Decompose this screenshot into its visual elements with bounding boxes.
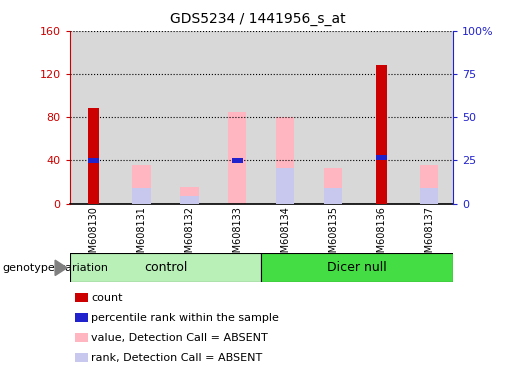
Bar [276, 117, 295, 204]
Bar [261, 31, 310, 204]
Bar [213, 31, 261, 204]
Bar [228, 112, 247, 204]
Bar [180, 187, 199, 204]
Text: value, Detection Call = ABSENT: value, Detection Call = ABSENT [91, 333, 268, 343]
Bar [420, 189, 438, 204]
Bar [70, 31, 117, 204]
Bar [132, 189, 150, 204]
Bar [310, 31, 357, 204]
Bar [276, 168, 295, 204]
Bar [376, 155, 387, 159]
Bar [88, 109, 99, 204]
Bar [70, 253, 261, 282]
Bar [324, 168, 342, 204]
Bar [261, 253, 453, 282]
Bar [420, 165, 438, 204]
Bar [232, 158, 243, 163]
Bar [376, 65, 387, 204]
Bar [117, 31, 165, 204]
Text: control: control [144, 262, 187, 274]
Bar [405, 31, 453, 204]
Bar [357, 31, 405, 204]
Bar [180, 196, 199, 204]
Polygon shape [55, 260, 67, 276]
Text: GDS5234 / 1441956_s_at: GDS5234 / 1441956_s_at [169, 12, 346, 25]
Bar [165, 31, 213, 204]
Bar [324, 189, 342, 204]
Text: percentile rank within the sample: percentile rank within the sample [91, 313, 279, 323]
Text: count: count [91, 293, 123, 303]
Text: genotype/variation: genotype/variation [3, 263, 109, 273]
Text: rank, Detection Call = ABSENT: rank, Detection Call = ABSENT [91, 353, 263, 362]
Bar [88, 158, 99, 163]
Text: Dicer null: Dicer null [328, 262, 387, 274]
Bar [132, 165, 150, 204]
